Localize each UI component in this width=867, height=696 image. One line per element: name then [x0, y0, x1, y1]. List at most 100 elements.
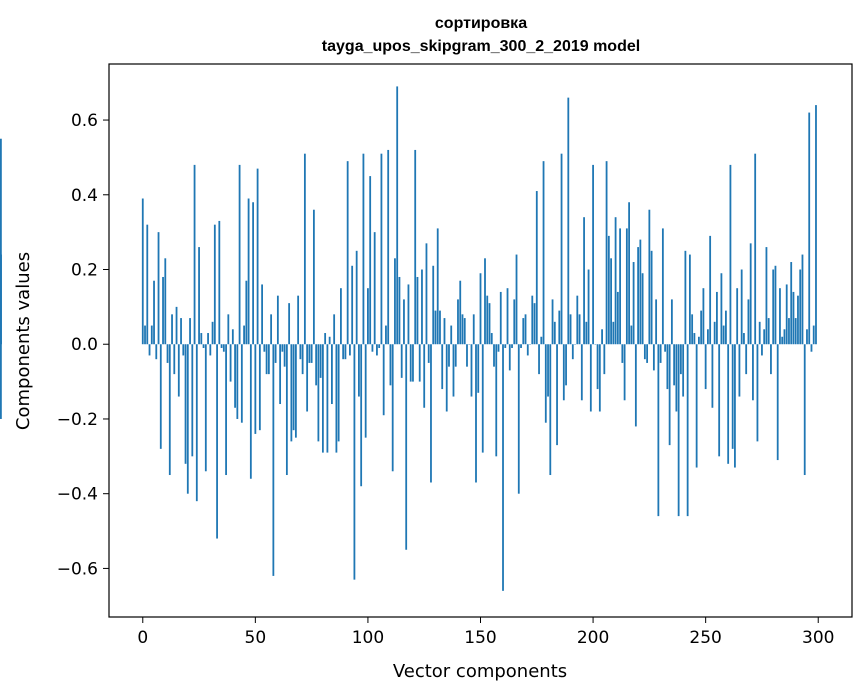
bar	[198, 247, 200, 345]
bar	[673, 344, 676, 386]
bar	[731, 344, 734, 449]
bar	[801, 254, 804, 345]
bar	[310, 344, 313, 363]
bar	[628, 202, 630, 345]
bar	[263, 344, 266, 352]
y-tick-label: −0.6	[57, 559, 98, 579]
bar	[211, 321, 214, 345]
bar	[207, 333, 209, 345]
bar	[589, 344, 592, 412]
bar	[794, 318, 797, 345]
bar	[664, 344, 667, 352]
bar	[639, 239, 642, 345]
bar	[301, 344, 304, 375]
bar	[475, 344, 477, 483]
bar	[517, 344, 520, 494]
bar	[515, 254, 518, 345]
bar	[159, 344, 162, 449]
bar	[659, 344, 662, 363]
bar	[585, 321, 588, 345]
bar	[416, 276, 419, 345]
bar	[389, 344, 392, 386]
bar	[722, 325, 725, 345]
bar	[243, 325, 245, 345]
bar	[508, 344, 511, 371]
bar	[421, 269, 423, 345]
bar	[666, 344, 669, 390]
bar	[756, 344, 759, 442]
bar	[247, 198, 250, 345]
bar	[155, 344, 158, 360]
bar	[542, 161, 545, 345]
bar	[182, 344, 185, 356]
x-axis-label: Vector components	[393, 661, 567, 682]
bar	[184, 344, 187, 464]
bar	[369, 176, 372, 345]
bar	[180, 318, 182, 345]
bar	[806, 329, 808, 345]
bar	[558, 310, 561, 345]
bar	[772, 269, 775, 345]
bar	[403, 299, 405, 345]
bar	[412, 344, 414, 382]
bar	[556, 344, 558, 446]
bar	[434, 310, 437, 345]
bar	[297, 295, 300, 345]
bar	[385, 325, 387, 345]
bar	[569, 314, 572, 345]
bar	[425, 243, 428, 345]
bar	[675, 344, 678, 412]
bar	[535, 191, 538, 345]
bar	[661, 228, 664, 345]
bar	[173, 344, 176, 375]
bar	[195, 344, 198, 502]
bar	[643, 344, 646, 360]
bar	[164, 258, 167, 345]
bar	[549, 344, 552, 476]
bar	[274, 344, 277, 363]
bar	[340, 288, 342, 345]
bar	[439, 310, 441, 345]
bar	[463, 318, 466, 345]
bar	[367, 288, 369, 345]
y-axis-ticks: −0.6 −0.4 −0.2 0.0 0.2 0.4 0.6	[57, 111, 109, 579]
bar	[605, 161, 608, 345]
bar	[378, 344, 381, 348]
bar	[652, 344, 655, 371]
bar	[803, 344, 806, 476]
bar	[679, 344, 682, 375]
x-tick-label: 250	[689, 628, 721, 648]
bar	[668, 344, 671, 446]
bar	[353, 344, 356, 580]
bar	[488, 303, 491, 345]
bar	[767, 318, 770, 345]
bar	[610, 258, 612, 345]
bar	[432, 265, 435, 345]
bar	[209, 344, 212, 356]
bar	[0, 138, 2, 345]
bar	[349, 344, 351, 356]
bar	[324, 333, 327, 345]
bars-group	[0, 86, 817, 591]
bar	[312, 209, 315, 345]
bar	[812, 325, 815, 345]
bar	[272, 344, 275, 576]
bar	[150, 325, 153, 345]
bar	[765, 247, 768, 345]
bar	[376, 344, 378, 356]
bar	[391, 344, 394, 472]
bar	[457, 299, 459, 345]
bar	[497, 344, 500, 352]
bar	[396, 86, 399, 345]
bar	[346, 161, 349, 345]
bar	[727, 344, 730, 464]
bar	[481, 344, 484, 453]
y-axis-label: Components values	[13, 252, 34, 430]
bar	[531, 295, 534, 345]
bar	[799, 269, 802, 345]
bar	[400, 344, 403, 378]
x-tick-label: 150	[464, 628, 496, 648]
bar	[734, 344, 736, 468]
bar	[788, 318, 790, 345]
